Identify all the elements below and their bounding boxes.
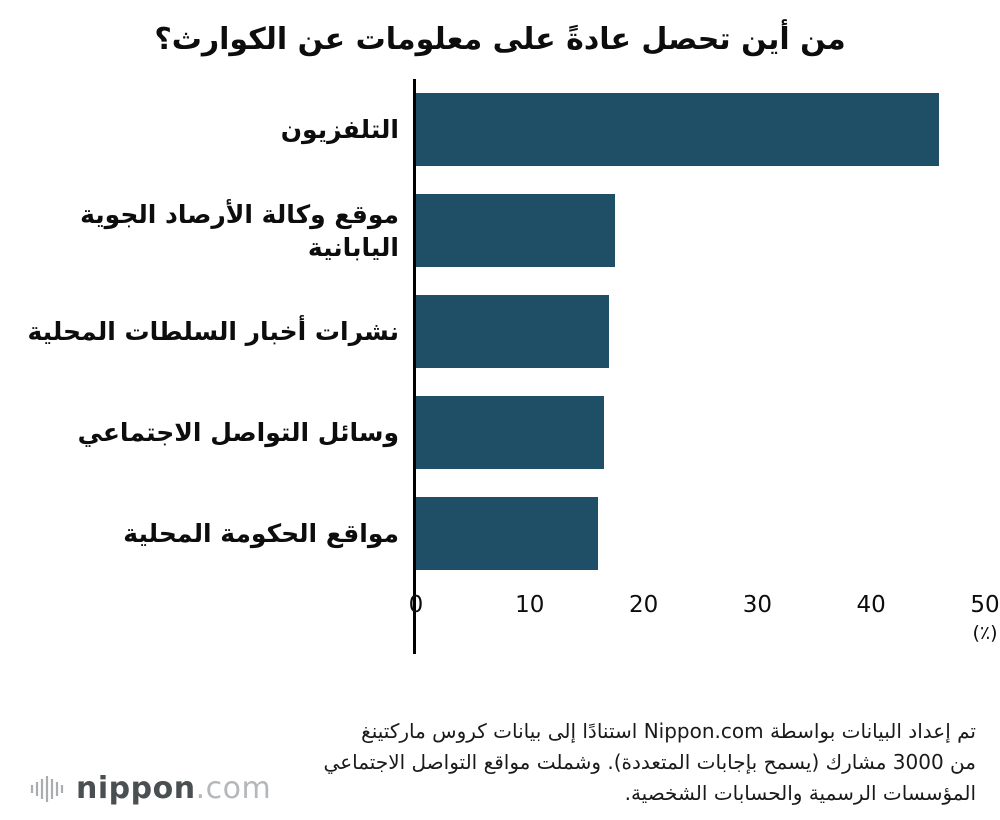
bar-chart: التلفزيون موقع وكالة الأرصاد الجوية اليا… [0,79,1000,654]
bar-cell [399,396,985,469]
chart-title: من أين تحصل عادةً على معلومات عن الكوارث… [154,22,846,57]
nippon-logo-mark [30,775,64,802]
category-label: نشرات أخبار السلطات المحلية [27,317,399,346]
source-note-line: تم إعداد البيانات بواسطة Nippon.com استن… [361,719,976,743]
bar-jma-website [416,194,616,267]
category-label: مواقع الحكومة المحلية [123,519,399,548]
x-tick: 10 [515,592,545,618]
bar-row: موقع وكالة الأرصاد الجوية اليابانية [0,180,1000,281]
nippon-logo-text: nippon.com [76,771,271,806]
x-tick: 20 [628,592,659,618]
bar-row: التلفزيون [0,79,1000,180]
source-note-line: من 3000 مشارك (يسمح بإجابات المتعددة). و… [323,750,976,774]
x-axis-unit-label: (٪) [972,622,998,644]
bar-local-gov-websites [416,497,599,570]
logo-name: nippon [76,771,196,806]
bar-cell [399,93,985,166]
bar-television [416,93,940,166]
x-axis-ticks: 0 10 20 30 40 50 (٪) [409,592,1000,654]
source-note: تم إعداد البيانات بواسطة Nippon.com استن… [324,716,976,809]
x-tick: 30 [742,592,773,618]
bar-cell [399,497,985,570]
bar-cell [399,194,985,267]
x-tick: 50 [970,592,1000,618]
bar-row: نشرات أخبار السلطات المحلية [0,281,1000,382]
bar-cell [399,295,985,368]
x-tick: 0 [408,592,424,618]
source-note-line: المؤسسات الرسمية والحسابات الشخصية. [624,781,976,805]
category-label: التلفزيون [280,115,399,144]
bar-row: وسائل التواصل الاجتماعي [0,382,1000,483]
category-label: موقع وكالة الأرصاد الجوية اليابانية [80,199,399,262]
y-axis-line [413,79,416,654]
bar-social-media [416,396,604,469]
logo-tld: .com [195,771,272,806]
category-label: وسائل التواصل الاجتماعي [77,418,399,447]
x-tick: 40 [856,592,886,618]
bar-local-authority-news [416,295,610,368]
bar-row: مواقع الحكومة المحلية [0,483,1000,584]
nippon-logo: nippon.com [30,771,271,806]
